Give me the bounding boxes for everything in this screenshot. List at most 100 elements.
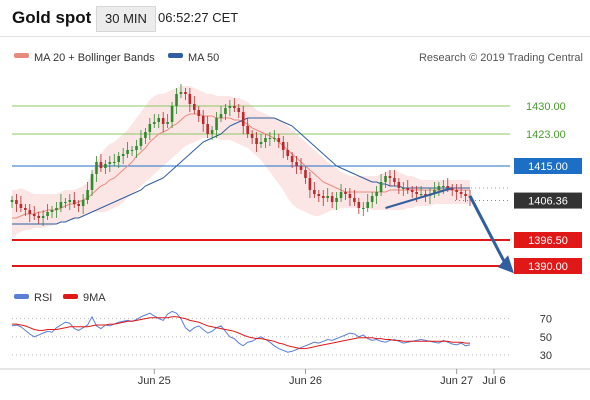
x-tick-label: Jun 26 (289, 375, 322, 387)
candle-body (224, 108, 227, 114)
ma50-line (12, 117, 470, 225)
candle-body (361, 208, 365, 209)
candle-body (41, 216, 45, 218)
candle-body (317, 194, 321, 196)
candle-body (104, 164, 107, 168)
candle-body (55, 208, 58, 210)
candle-body (135, 146, 138, 150)
legend-swatch-rsi (14, 294, 29, 299)
legend-label-9ma: 9MA (83, 292, 106, 304)
candle-body (393, 178, 396, 182)
candle-body (99, 162, 103, 168)
candle-body (175, 94, 178, 106)
rsi-legend: RSI 9MA (14, 292, 106, 304)
support-label: 1390.00 (528, 261, 568, 273)
candle-body (246, 126, 249, 134)
resistance-label: 1423.00 (526, 129, 566, 141)
candle-body (188, 94, 192, 104)
candle-body (268, 138, 272, 139)
candle-body (193, 104, 196, 110)
legend-swatch-9ma (63, 294, 78, 299)
legend-label-ma20: MA 20 + Bollinger Bands (34, 52, 155, 64)
main-legend: MA 20 + Bollinger Bands MA 50 Research ©… (14, 52, 583, 64)
candle-body (415, 192, 418, 194)
candle-body (81, 200, 85, 206)
candle-body (28, 210, 32, 214)
candle-body (330, 196, 334, 202)
candle-body (375, 192, 378, 196)
rsi-panel: 70 50 30 (11, 310, 552, 362)
candle-body (90, 174, 94, 190)
bollinger-bands (12, 86, 470, 238)
timeframe-button[interactable]: 30 MIN (96, 6, 156, 32)
candle-body (117, 156, 121, 162)
candle-body (379, 182, 383, 192)
candle-body (126, 150, 129, 154)
price-levels: 1430.00 1423.00 1415.00 1406.36 1396.50 1390.… (12, 101, 582, 274)
candlesticks (10, 84, 472, 226)
source-credit: Research © 2019 Trading Central (419, 52, 583, 64)
candle-body (157, 118, 161, 122)
pivot-label-box (514, 158, 582, 174)
projection-arrow-shaft (468, 195, 506, 262)
candle-body (348, 194, 352, 198)
candle-body (139, 138, 143, 146)
candle-body (388, 176, 392, 178)
candle-body (241, 112, 245, 126)
last-price-label-box (514, 192, 582, 209)
candle-body (281, 142, 285, 150)
candle-body (339, 192, 343, 198)
candle-body (277, 138, 281, 142)
candle-body (446, 186, 450, 188)
candle-body (10, 200, 14, 202)
candle-body (237, 108, 241, 112)
candle-body (437, 186, 441, 190)
candle-body (459, 192, 463, 194)
candle-body (72, 200, 76, 204)
candle-body (46, 212, 49, 216)
x-axis: Jun 25 Jun 26 Jun 27 Jul 6 (0, 368, 590, 387)
header-bar: Gold spot 30 MIN 06:52:27 CET (0, 0, 590, 37)
candle-body (19, 204, 23, 208)
candle-body (184, 92, 187, 94)
rsi-tick-label: 70 (540, 314, 552, 326)
candle-body (215, 118, 218, 130)
candle-body (37, 216, 40, 218)
legend-swatch-ma50 (168, 53, 183, 58)
candle-body (250, 134, 254, 138)
candle-body (144, 132, 147, 138)
candle-body (201, 116, 205, 124)
candle-body (313, 190, 316, 194)
candle-body (384, 176, 387, 182)
support-label-box (514, 258, 582, 274)
candle-body (442, 186, 445, 187)
legend-label-ma50: MA 50 (188, 52, 219, 64)
candle-body (170, 106, 174, 122)
resistance-label: 1430.00 (526, 101, 566, 113)
candle-body (179, 92, 183, 94)
candle-body (464, 194, 467, 196)
candle-body (455, 190, 458, 192)
candle-body (59, 202, 63, 208)
candle-body (50, 210, 54, 212)
candle-body (112, 162, 116, 163)
candle-body (130, 150, 134, 151)
candle-body (433, 190, 436, 194)
rsi-line (11, 310, 471, 353)
instrument-title: Gold spot (12, 8, 92, 27)
candle-body (228, 106, 232, 108)
candle-body (86, 190, 89, 200)
candle-body (299, 166, 303, 170)
candle-body (308, 178, 312, 190)
x-tick-label: Jun 27 (440, 375, 473, 387)
support-label: 1396.50 (528, 235, 568, 247)
candle-body (410, 190, 414, 192)
candle-body (402, 188, 405, 189)
candle-body (273, 138, 276, 139)
candle-body (32, 214, 36, 216)
candle-body (304, 170, 307, 178)
candle-body (95, 162, 98, 174)
support-label-box (514, 232, 582, 248)
candle-body (210, 130, 214, 134)
candle-body (64, 202, 67, 203)
